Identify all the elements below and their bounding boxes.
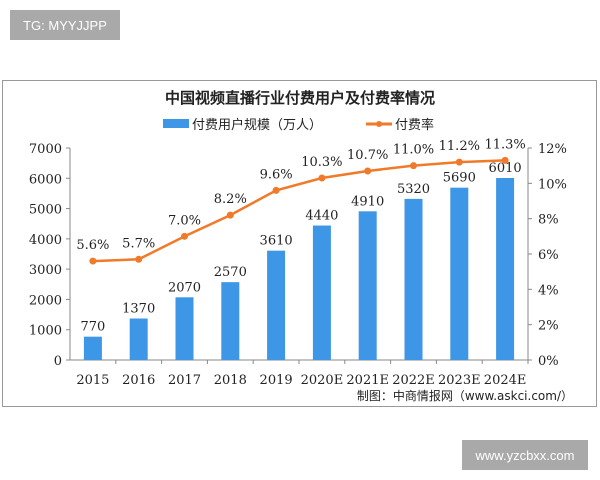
chart-frame xyxy=(2,80,597,407)
right-tick-label: 8% xyxy=(538,213,559,228)
rate-value-label: 8.2% xyxy=(214,192,247,207)
rate-value-label: 9.6% xyxy=(260,167,293,182)
legend-line-label: 付费率 xyxy=(395,117,434,133)
rate-marker xyxy=(89,257,97,265)
right-tick-label: 6% xyxy=(538,248,559,263)
rate-marker xyxy=(272,186,280,194)
bar-value-label: 4440 xyxy=(305,209,338,224)
left-tick-label: 0 xyxy=(54,354,62,369)
legend-line-marker xyxy=(376,121,382,127)
rate-marker xyxy=(501,156,509,164)
rate-value-label: 11.2% xyxy=(439,139,480,154)
rate-value-label: 10.7% xyxy=(347,148,388,163)
watermark-tag-bottom: www.yzcbxx.com xyxy=(462,440,588,470)
source-note: 制图：中商情报网（www.askci.com/） xyxy=(357,388,573,403)
left-tick-label: 3000 xyxy=(29,263,62,278)
rate-marker xyxy=(410,162,417,170)
rate-line xyxy=(92,159,506,263)
rate-marker xyxy=(364,167,372,175)
left-tick-label: 4000 xyxy=(29,233,62,248)
rate-marker xyxy=(135,255,143,263)
rate-value-label: 11.0% xyxy=(393,143,434,158)
rate-value-label: 5.6% xyxy=(76,238,109,253)
x-tick-label: 2022E xyxy=(392,373,435,388)
left-tick-label: 2000 xyxy=(29,293,62,308)
bar-value-label: 1370 xyxy=(122,302,155,317)
rate-marker xyxy=(226,211,234,219)
right-tick-label: 10% xyxy=(538,177,567,192)
x-tick-label: 2021E xyxy=(346,373,389,388)
x-tick-label: 2019 xyxy=(260,373,293,388)
rate-value-label: 5.7% xyxy=(122,236,155,251)
bar xyxy=(312,225,331,360)
x-tick-label: 2016 xyxy=(122,373,155,388)
right-tick-label: 0% xyxy=(538,354,559,369)
legend-bar-swatch xyxy=(163,119,189,128)
right-tick-label: 12% xyxy=(538,142,567,157)
rate-marker xyxy=(455,158,463,166)
left-tick-label: 5000 xyxy=(29,203,62,218)
bar-value-label: 5320 xyxy=(397,182,430,197)
left-tick-label: 6000 xyxy=(29,172,62,187)
bar-value-label: 5690 xyxy=(443,171,476,186)
chart-title: 中国视频直播行业付费用户及付费率情况 xyxy=(165,89,435,107)
bar-value-label: 3610 xyxy=(260,234,293,249)
bar xyxy=(496,177,515,360)
left-tick-label: 1000 xyxy=(29,324,62,339)
legend-bar-label: 付费用户规模（万人） xyxy=(192,117,322,133)
watermark-tag-top: TG: MYYJJPP xyxy=(10,10,120,40)
bar xyxy=(358,211,377,360)
bar xyxy=(267,250,286,360)
right-tick-label: 2% xyxy=(538,319,559,334)
x-tick-label: 2024E xyxy=(484,373,527,388)
bar-value-label: 2070 xyxy=(168,280,201,295)
rate-marker xyxy=(318,174,326,182)
bar-value-label: 6010 xyxy=(489,161,522,176)
x-tick-label: 2015 xyxy=(76,373,109,388)
rate-value-label: 7.0% xyxy=(168,213,201,228)
bar xyxy=(404,198,423,360)
x-tick-label: 2020E xyxy=(301,373,344,388)
rate-value-label: 11.3% xyxy=(484,137,525,152)
rate-value-label: 10.3% xyxy=(301,155,342,170)
x-tick-label: 2017 xyxy=(168,373,201,388)
bar xyxy=(83,336,102,360)
bar xyxy=(129,318,148,360)
rate-marker xyxy=(181,232,188,240)
left-tick-label: 7000 xyxy=(29,142,62,157)
bar-value-label: 2570 xyxy=(214,265,247,280)
bar xyxy=(450,187,469,360)
x-tick-label: 2023E xyxy=(438,373,481,388)
bar-value-label: 4910 xyxy=(351,194,384,209)
x-tick-label: 2018 xyxy=(214,373,247,388)
bar xyxy=(221,282,240,360)
bar-value-label: 770 xyxy=(80,320,105,335)
bar xyxy=(175,297,194,360)
right-tick-label: 4% xyxy=(538,283,559,298)
